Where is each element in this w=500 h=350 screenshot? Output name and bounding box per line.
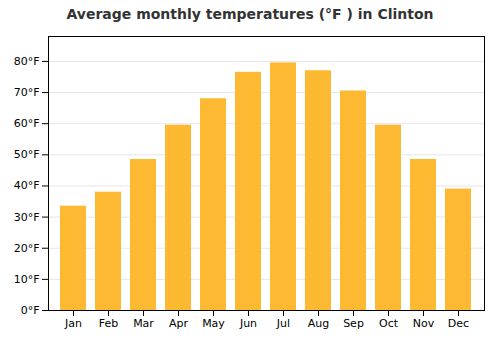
svg-text:0°F: 0°F: [21, 304, 40, 317]
svg-text:Jul: Jul: [276, 317, 290, 330]
svg-text:80°F: 80°F: [14, 55, 40, 68]
svg-text:Jun: Jun: [239, 317, 257, 330]
svg-text:30°F: 30°F: [14, 211, 40, 224]
svg-text:60°F: 60°F: [14, 117, 40, 130]
svg-text:Jan: Jan: [64, 317, 82, 330]
svg-text:May: May: [202, 317, 225, 330]
svg-text:10°F: 10°F: [14, 273, 40, 286]
svg-text:70°F: 70°F: [14, 86, 40, 99]
svg-text:Sep: Sep: [343, 317, 364, 330]
svg-text:Apr: Apr: [169, 317, 189, 330]
svg-text:Oct: Oct: [379, 317, 399, 330]
svg-text:40°F: 40°F: [14, 179, 40, 192]
svg-text:50°F: 50°F: [14, 148, 40, 161]
svg-text:Aug: Aug: [308, 317, 329, 330]
svg-text:Mar: Mar: [133, 317, 154, 330]
html-text:Average monthly temperatures (: Average monthly temperatures (°F ) in Cl…: [66, 6, 434, 22]
svg-text:Feb: Feb: [99, 317, 118, 330]
svg-text:20°F: 20°F: [14, 242, 40, 255]
svg-text:Dec: Dec: [448, 317, 469, 330]
svg-text:Nov: Nov: [413, 317, 435, 330]
